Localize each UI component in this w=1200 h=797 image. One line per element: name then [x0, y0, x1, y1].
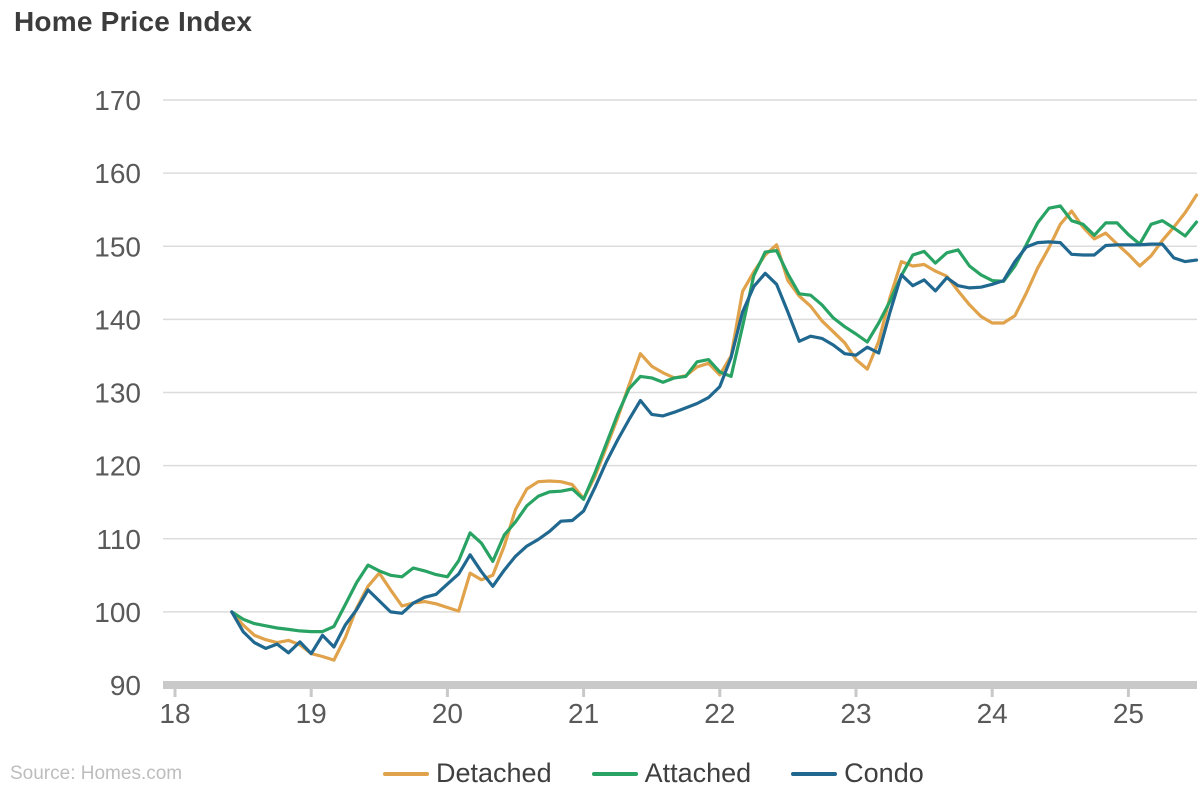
x-axis-line [163, 681, 1197, 689]
legend-label-detached: Detached [436, 758, 552, 788]
y-tick-label-130: 130 [94, 378, 141, 409]
x-tick-label-25: 25 [1113, 698, 1144, 729]
legend-item-condo: Condo [791, 758, 924, 789]
series-line-condo [230, 240, 1199, 656]
source-note: Source: Homes.com [10, 763, 183, 784]
y-tick-label-140: 140 [94, 304, 141, 335]
y-axis-labels: 90 100 110 120 130 140 150 160 170 [94, 85, 141, 701]
x-tick-mark-21 [582, 689, 586, 697]
y-tick-label-160: 160 [94, 158, 141, 189]
x-tick-label-23: 23 [840, 698, 871, 729]
y-gridlines [163, 99, 1197, 613]
series-line-detached [230, 193, 1199, 662]
x-tick-mark-18 [173, 689, 177, 697]
x-tick-mark-19 [309, 689, 313, 697]
page-title: Home Price Index [14, 6, 253, 37]
legend-item-attached: Attached [591, 758, 752, 789]
y-tick-label-120: 120 [94, 451, 141, 482]
x-tick-label-18: 18 [159, 698, 190, 729]
x-axis [163, 681, 1197, 697]
attached-line-swatch-icon [591, 771, 638, 776]
x-tick-mark-24 [990, 689, 994, 697]
series-line-attached [230, 204, 1199, 634]
x-tick-mark-20 [445, 689, 449, 697]
x-tick-label-24: 24 [977, 698, 1008, 729]
chart-legend: Detached Attached Condo [383, 758, 924, 789]
x-tick-mark-25 [1126, 689, 1130, 697]
y-tick-label-170: 170 [94, 85, 141, 116]
detached-line-swatch-icon [383, 771, 429, 776]
x-axis-labels: 18 19 20 21 22 23 24 25 [159, 698, 1144, 729]
y-tick-label-150: 150 [94, 231, 141, 262]
legend-label-attached: Attached [644, 758, 752, 788]
y-tick-label-100: 100 [94, 597, 141, 628]
x-tick-label-20: 20 [432, 698, 463, 729]
condo-line-swatch-icon [791, 771, 838, 776]
x-tick-label-21: 21 [568, 698, 599, 729]
y-tick-label-110: 110 [96, 524, 141, 555]
y-tick-label-90: 90 [110, 670, 141, 701]
x-tick-mark-23 [854, 689, 858, 697]
legend-item-detached: Detached [383, 758, 552, 789]
legend-label-condo: Condo [844, 758, 924, 788]
x-tick-label-22: 22 [704, 698, 735, 729]
series-lines [230, 193, 1199, 662]
x-tick-label-19: 19 [296, 698, 327, 729]
x-tick-mark-22 [718, 689, 722, 697]
